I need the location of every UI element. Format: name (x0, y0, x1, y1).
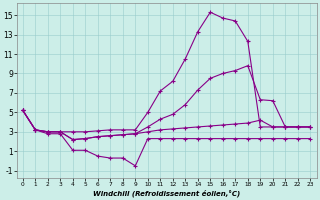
X-axis label: Windchill (Refroidissement éolien,°C): Windchill (Refroidissement éolien,°C) (93, 189, 240, 197)
